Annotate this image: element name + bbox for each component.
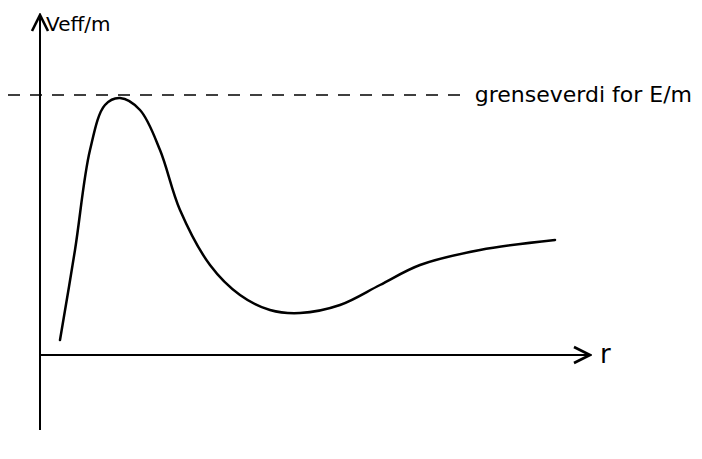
x-axis-line [40,354,590,356]
y-axis [40,15,41,430]
limit-line [8,94,465,96]
x-axis [40,355,590,356]
y-axis-line [39,15,41,430]
curve [60,98,555,340]
plot-area [60,98,555,340]
x-axis-title: r [600,339,611,369]
y-axis-title: Veff/m [46,12,110,36]
chart: Veff/m r grenseverdi for E/m [0,0,702,459]
annotation-label: grenseverdi for E/m [475,82,692,107]
